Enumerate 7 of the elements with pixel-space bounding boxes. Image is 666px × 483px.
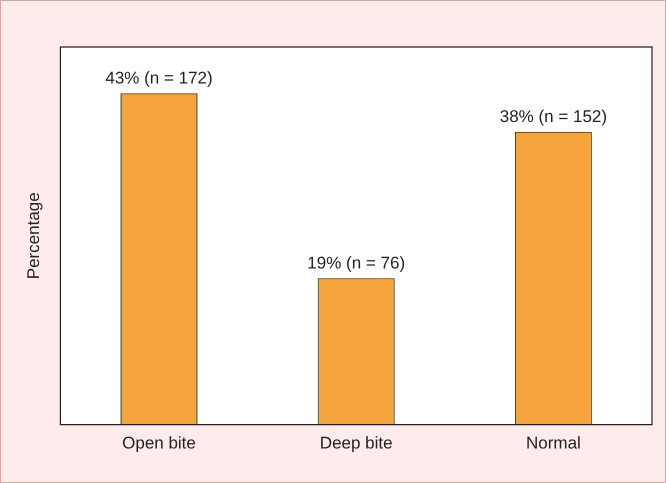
x-tick-label: Open bite [122, 433, 196, 452]
data-label: 19% (n = 76) [307, 253, 406, 272]
data-label: 38% (n = 152) [500, 107, 608, 126]
x-tick-label: Normal [526, 433, 581, 452]
data-label: 43% (n = 172) [105, 68, 213, 88]
y-axis-title: Percentage [24, 192, 43, 280]
x-tick-label: Deep bite [320, 433, 393, 452]
